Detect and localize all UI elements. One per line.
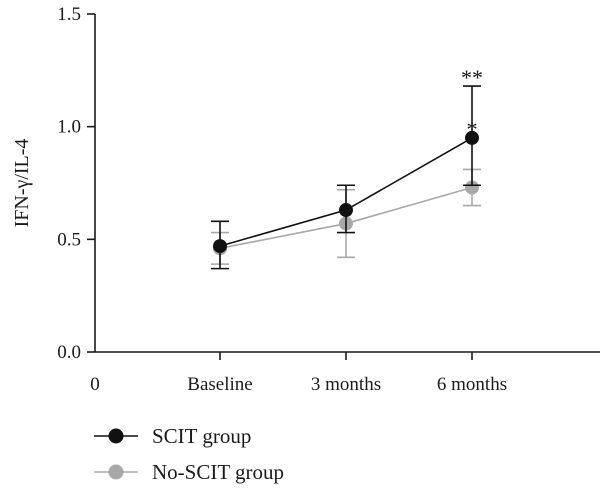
x-ticks: Baseline 3 months 6 months bbox=[187, 352, 507, 395]
x-tick-label: Baseline bbox=[187, 374, 252, 395]
significance-marker: ** bbox=[461, 65, 483, 90]
series-layer bbox=[211, 85, 481, 270]
x-tick-label: 3 months bbox=[311, 374, 381, 395]
y-tick-label: 0.5 bbox=[57, 229, 81, 250]
legend-marker-scit bbox=[108, 428, 124, 444]
y-tick-label: 1.5 bbox=[57, 4, 81, 25]
annotations: *** bbox=[461, 65, 483, 142]
y-ticks: 0.0 0.5 1.0 1.5 bbox=[57, 4, 95, 363]
legend-item-scit: SCIT group bbox=[94, 424, 251, 448]
legend-label-no-scit: No-SCIT group bbox=[152, 460, 284, 484]
legend-marker-no-scit bbox=[108, 464, 124, 480]
y-tick-label: 1.0 bbox=[57, 117, 81, 138]
legend-item-no-scit: No-SCIT group bbox=[94, 460, 284, 484]
data-point bbox=[465, 180, 479, 195]
x-tick-label: 6 months bbox=[437, 374, 507, 395]
y-tick-label: 0.0 bbox=[57, 342, 81, 363]
data-point bbox=[213, 239, 227, 254]
legend-label-scit: SCIT group bbox=[152, 424, 251, 448]
series-scit bbox=[211, 85, 481, 270]
legend: SCIT group No-SCIT group bbox=[94, 424, 284, 484]
significance-marker: * bbox=[467, 117, 478, 142]
data-point bbox=[339, 203, 353, 218]
data-point bbox=[465, 130, 479, 145]
x-origin-label: 0 bbox=[90, 374, 100, 395]
y-axis-label: IFN-γ/IL-4 bbox=[11, 139, 33, 228]
